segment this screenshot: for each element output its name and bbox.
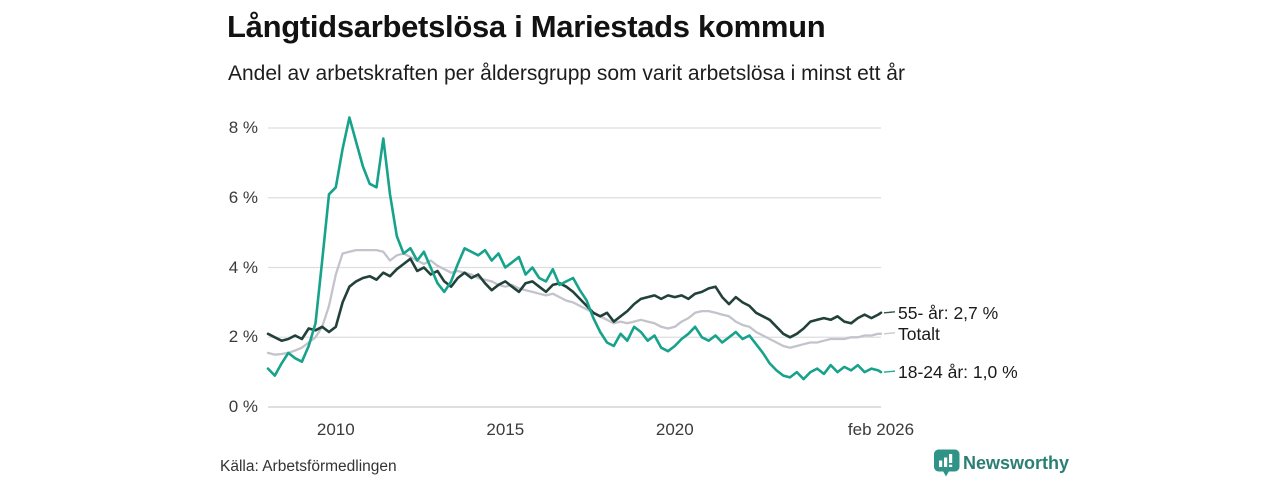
logo-exclamation-bar — [949, 454, 953, 463]
chart-subtitle: Andel av arbetskraften per åldersgrupp s… — [228, 62, 905, 85]
x-axis-tick-label: 2015 — [486, 420, 525, 439]
source-caption: Källa: Arbetsförmedlingen — [220, 458, 397, 475]
newsworthy-logo-icon — [934, 449, 960, 477]
y-axis-tick-label: 8 % — [228, 118, 258, 137]
y-axis-tick-label: 0 % — [228, 397, 258, 416]
series-line-age-18-24 — [266, 116, 883, 381]
y-axis-tick-label: 6 % — [228, 187, 258, 207]
end-label-leader-age-18-24 — [883, 370, 896, 373]
end-label-leader-age-55-plus — [883, 311, 896, 314]
series-line-totalt — [266, 248, 883, 356]
series-end-label-totalt: Totalt — [898, 323, 940, 344]
logo-bar-2 — [944, 457, 948, 467]
series-end-label-age-55-plus: 55- år: 2,7 % — [898, 302, 999, 323]
y-axis-tick-label: 2 % — [228, 327, 258, 347]
y-axis-tick-label: 4 % — [228, 257, 258, 277]
series-line-age-55-plus — [266, 257, 883, 343]
series-end-label-age-18-24: 18-24 år: 1,0 % — [898, 362, 1018, 383]
end-label-leader-totalt — [883, 332, 896, 335]
x-axis-tick-label: 2010 — [316, 420, 355, 439]
x-axis-tick-label: feb 2026 — [847, 420, 915, 439]
logo-exclamation-dot — [949, 464, 953, 467]
chart-title: Långtidsarbetslösa i Mariestads kommun — [227, 9, 826, 44]
logo-bar-1 — [939, 460, 943, 467]
x-axis-tick-label: 2020 — [655, 420, 694, 439]
brand-name: Newsworthy — [963, 453, 1070, 473]
